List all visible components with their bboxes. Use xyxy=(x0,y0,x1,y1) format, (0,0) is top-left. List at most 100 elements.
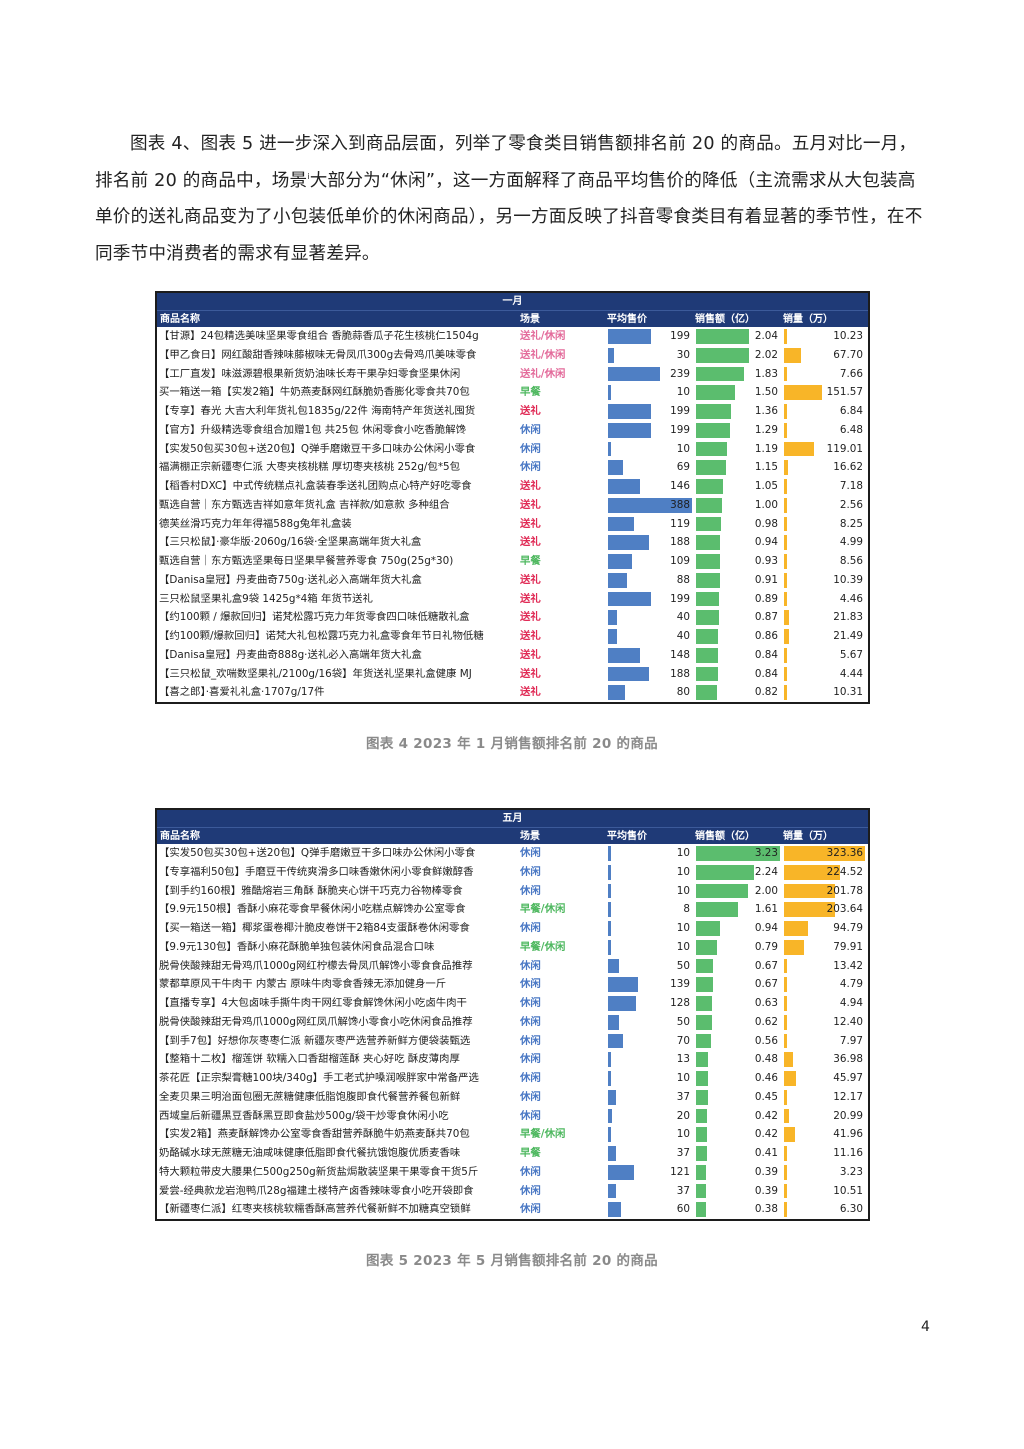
sales-amount-value: 0.94 xyxy=(754,536,778,549)
avg-price-bar xyxy=(608,479,640,494)
avg-price-bar xyxy=(608,404,652,419)
header-amount: 销售额（亿） xyxy=(695,831,755,842)
footnote-mark[interactable]: i xyxy=(307,171,310,181)
product-name: 【实发50包买30包+送20包】Q弹手磨嫩豆干多口味办公休闲小零食 xyxy=(159,847,476,859)
sales-qty-cell: 10.51 xyxy=(783,1182,868,1201)
sales-qty-value: 16.62 xyxy=(833,461,863,474)
scene-label: 送礼 xyxy=(520,667,541,680)
avg-price-cell: 146 xyxy=(607,477,695,496)
sales-qty-cell: 7.97 xyxy=(783,1032,868,1051)
table-body: 【甘源】24包精选美味坚果零食组合 香脆蒜香瓜子花生核桃仁1504g 送礼/休闲 1… xyxy=(157,327,868,702)
product-name: 甄选自营｜东方甄选吉祥如意年货礼盒 吉祥款/如意款 多种组合 xyxy=(159,498,450,511)
sales-qty-bar xyxy=(784,516,787,532)
sales-amount-bar xyxy=(696,902,738,917)
product-name: 【专享】春光 大吉大利年货礼包1835g/22件 海南特产年货送礼囤货 xyxy=(159,405,476,417)
sales-qty-value: 13.42 xyxy=(833,959,863,972)
sales-amount-bar xyxy=(696,1183,707,1199)
sales-qty-bar xyxy=(784,1108,790,1124)
table-row: 【约100颗/爆款回归】诺梵大礼包松露巧克力礼盒零食年节日礼物低糖 送礼 40 0.8… xyxy=(157,627,868,646)
table-january: 一月 商品名称 场景 平均售价 销售额（亿） 销量（万） 【甘源】24包精选美味… xyxy=(155,291,870,704)
product-name: 【专享福利50包】手磨豆干传统爽滑多口味香嫩休闲小零食鲜嫩醇香 xyxy=(159,865,474,878)
sales-amount-bar xyxy=(696,460,726,475)
sales-qty-bar xyxy=(784,1052,794,1067)
sales-qty-value: 323.36 xyxy=(826,847,863,859)
avg-price-bar xyxy=(608,846,611,861)
sales-amount-cell: 0.42 xyxy=(695,1125,783,1144)
sales-qty-bar xyxy=(784,535,787,550)
sales-qty-bar xyxy=(784,554,787,569)
product-name: 【Danisa皇冠】丹麦曲奇888g·送礼必入高端年货大礼盒 xyxy=(159,648,422,661)
sales-amount-value: 0.86 xyxy=(754,630,778,642)
sales-amount-value: 0.56 xyxy=(754,1034,778,1047)
avg-price-bar xyxy=(608,1183,616,1199)
product-name: 【9.9元150根】香酥小麻花零食早餐休闲小吃糕点解馋办公室零食 xyxy=(159,903,466,916)
sales-amount-cell: 0.91 xyxy=(695,571,783,590)
scene-label: 送礼/休闲 xyxy=(520,330,566,342)
sales-qty-value: 12.40 xyxy=(833,1015,863,1028)
sales-qty-bar xyxy=(784,977,787,992)
avg-price-cell: 239 xyxy=(607,365,695,384)
table-row: 茶花匠【正宗梨膏糖100块/340g】手工老式护嗓润喉胖家中常备严选 休闲 10 0.… xyxy=(157,1069,868,1088)
sales-qty-bar xyxy=(784,1071,796,1086)
header-price: 平均售价 xyxy=(607,831,647,842)
sales-amount-bar xyxy=(696,1108,707,1124)
scene-label: 休闲 xyxy=(520,922,541,934)
product-name: 【喜之郎】·喜爱礼礼盒·1707g/17件 xyxy=(159,686,325,699)
avg-price-bar xyxy=(608,864,611,880)
sales-amount-value: 0.39 xyxy=(754,1165,778,1178)
avg-price-bar xyxy=(608,1014,619,1030)
avg-price-value: 109 xyxy=(670,555,690,567)
avg-price-bar xyxy=(608,497,692,513)
sales-qty-value: 4.99 xyxy=(839,536,863,549)
avg-price-cell: 10 xyxy=(607,919,695,938)
sales-amount-value: 0.98 xyxy=(754,517,778,530)
avg-price-cell: 199 xyxy=(607,327,695,346)
scene-label: 休闲 xyxy=(520,997,541,1009)
sales-qty-bar xyxy=(784,1202,787,1217)
product-name: 德芙丝滑巧克力年年得福588g兔年礼盒装 xyxy=(159,517,352,530)
scene-label: 早餐 xyxy=(520,555,541,567)
sales-amount-bar xyxy=(696,996,713,1011)
sales-amount-bar xyxy=(696,1164,707,1180)
sales-amount-value: 1.29 xyxy=(754,423,778,436)
sales-amount-bar xyxy=(696,497,722,513)
scene-label: 休闲 xyxy=(520,1165,541,1178)
avg-price-value: 139 xyxy=(670,978,690,991)
sales-qty-cell: 3.23 xyxy=(783,1163,868,1182)
avg-price-cell: 199 xyxy=(607,421,695,440)
table-row: 【9.9元150根】香酥小麻花零食早餐休闲小吃糕点解馋办公室零食 早餐/休闲 8 1.… xyxy=(157,900,868,919)
header-name: 商品名称 xyxy=(160,831,200,842)
avg-price-bar xyxy=(608,1052,611,1067)
product-name: 【约100颗/爆款回归】诺梵大礼包松露巧克力礼盒零食年节日礼物低糖 xyxy=(159,630,484,642)
avg-price-bar xyxy=(608,921,611,936)
sales-amount-bar xyxy=(696,1202,706,1217)
sales-qty-cell: 67.70 xyxy=(783,346,868,365)
sales-amount-value: 0.46 xyxy=(754,1072,778,1084)
sales-amount-value: 1.61 xyxy=(754,903,778,916)
sales-qty-value: 203.64 xyxy=(826,903,863,916)
sales-qty-cell: 45.97 xyxy=(783,1069,868,1088)
avg-price-cell: 10 xyxy=(607,882,695,901)
sales-qty-cell: 10.31 xyxy=(783,683,868,702)
scene-label: 送礼 xyxy=(520,480,541,492)
sales-qty-value: 119.01 xyxy=(826,442,863,455)
sales-qty-value: 94.79 xyxy=(833,922,863,934)
product-name: 茶花匠【正宗梨膏糖100块/340g】手工老式护嗓润喉胖家中常备严选 xyxy=(159,1072,479,1084)
sales-amount-cell: 3.23 xyxy=(695,844,783,863)
sales-amount-value: 0.42 xyxy=(754,1128,778,1141)
avg-price-value: 69 xyxy=(676,461,690,474)
sales-amount-bar xyxy=(696,1127,707,1142)
sales-qty-value: 21.49 xyxy=(833,630,863,642)
table-header: 商品名称 场景 平均售价 销售额（亿） 销量（万） xyxy=(157,827,868,844)
scene-label: 送礼 xyxy=(520,611,541,624)
table-row: 【直播专享】4大包卤味手撕牛肉干网红零食解馋休闲小吃卤牛肉干 休闲 128 0.63 4… xyxy=(157,994,868,1013)
scene-label: 休闲 xyxy=(520,847,541,859)
table-row: 爱尝-经典款龙岩泡鸭爪28g福建土楼特产卤香辣味零食小吃开袋即食 休闲 37 0.39… xyxy=(157,1182,868,1201)
avg-price-bar xyxy=(608,1071,611,1086)
scene-label: 送礼 xyxy=(520,536,541,549)
avg-price-cell: 13 xyxy=(607,1050,695,1069)
sales-amount-value: 1.50 xyxy=(754,386,778,399)
sales-qty-value: 7.18 xyxy=(839,480,863,492)
avg-price-value: 20 xyxy=(676,1109,690,1122)
sales-qty-value: 12.17 xyxy=(833,1090,863,1103)
